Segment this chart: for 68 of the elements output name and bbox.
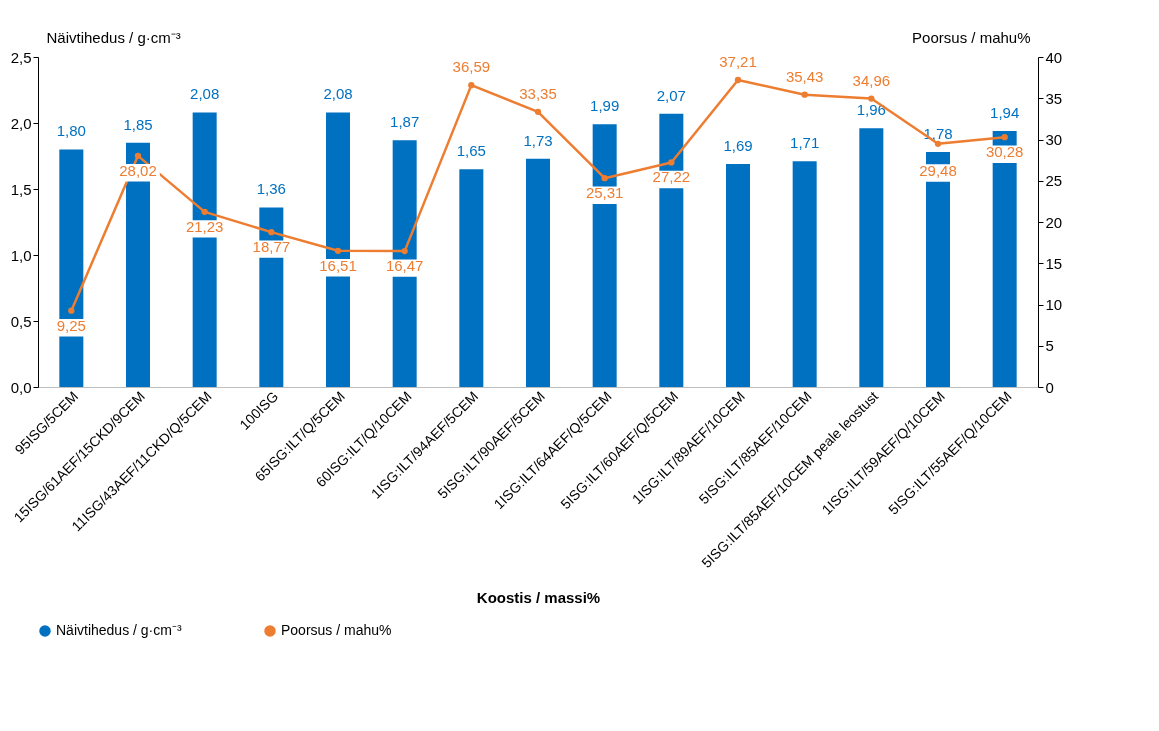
y-axis-title: Näivtihedus / g·cm⁻³: [46, 28, 181, 46]
point: [134, 152, 142, 159]
bar: [859, 128, 884, 387]
y2-tick-label: 30: [1045, 131, 1063, 148]
data-label: 37,21: [719, 53, 757, 71]
y-tick-label: 0,5: [10, 312, 32, 330]
y2-tick-label: 20: [1045, 213, 1063, 231]
data-label: 16,51: [319, 256, 357, 274]
point: [1001, 134, 1008, 141]
point: [468, 81, 475, 89]
data-label: 2,08: [190, 85, 220, 103]
data-label: 1,69: [723, 136, 753, 154]
data-label: 35,43: [785, 67, 824, 85]
data-label: 27,22: [652, 168, 691, 186]
data-label: 1,87: [390, 113, 420, 131]
bar: [526, 158, 550, 387]
y2-tick-label: 25: [1045, 172, 1063, 190]
data-label: 1,99: [590, 97, 620, 115]
data-label: 1,73: [523, 131, 553, 149]
data-label: 2,08: [323, 85, 353, 103]
y-tick-label: 1,5: [10, 180, 32, 198]
data-label: 1,36: [256, 180, 286, 198]
data-label: 1,94: [990, 103, 1020, 121]
y2-tick-label: 0: [1045, 378, 1054, 396]
y2-tick-label: 10: [1045, 296, 1063, 313]
bar: [459, 169, 484, 387]
data-label: 2,07: [656, 86, 686, 104]
data-label: 1,80: [56, 122, 86, 140]
x-axis-title: Koostis / massi%: [476, 588, 601, 606]
data-label: 30,28: [985, 143, 1024, 161]
y-tick-label: 2,5: [10, 48, 32, 66]
legend-label: Näivtihedus / g·cm⁻³: [56, 622, 182, 638]
bar: [726, 163, 750, 387]
data-label: 34,96: [852, 71, 891, 89]
data-label: 16,47: [385, 257, 424, 275]
point: [334, 247, 342, 254]
data-label: 1,96: [856, 101, 886, 119]
data-label: 29,48: [919, 162, 957, 180]
y2-tick-label: 5: [1045, 337, 1054, 355]
y2-axis-title: Poorsus / mahu%: [912, 28, 1031, 46]
legend-label: Poorsus / mahu%: [281, 622, 392, 638]
data-label: 25,31: [585, 184, 624, 202]
point: [868, 95, 875, 102]
bar: [59, 149, 84, 387]
y2-tick-label: 15: [1045, 254, 1063, 272]
y2-tick-label: 40: [1045, 48, 1063, 66]
data-label: 1,85: [123, 115, 153, 133]
data-label: 28,02: [119, 161, 157, 179]
data-label: 1,71: [790, 134, 820, 152]
data-label: 1,65: [456, 142, 486, 160]
y-tick-label: 2,0: [10, 114, 32, 132]
data-label: 33,35: [519, 84, 557, 102]
data-label: 9,25: [56, 316, 86, 334]
y-tick-label: 1,0: [10, 246, 32, 264]
point: [801, 91, 808, 98]
point: [401, 247, 408, 255]
point: [668, 159, 675, 166]
point: [534, 108, 542, 116]
data-label: 18,77: [252, 238, 291, 256]
bar: [792, 161, 817, 387]
point: [734, 76, 742, 84]
point: [601, 175, 608, 182]
point: [68, 307, 75, 314]
y2-tick-label: 35: [1045, 89, 1063, 107]
point: [268, 228, 275, 236]
point: [201, 208, 208, 216]
data-label: 36,59: [452, 58, 491, 76]
data-label: 21,23: [185, 217, 224, 235]
